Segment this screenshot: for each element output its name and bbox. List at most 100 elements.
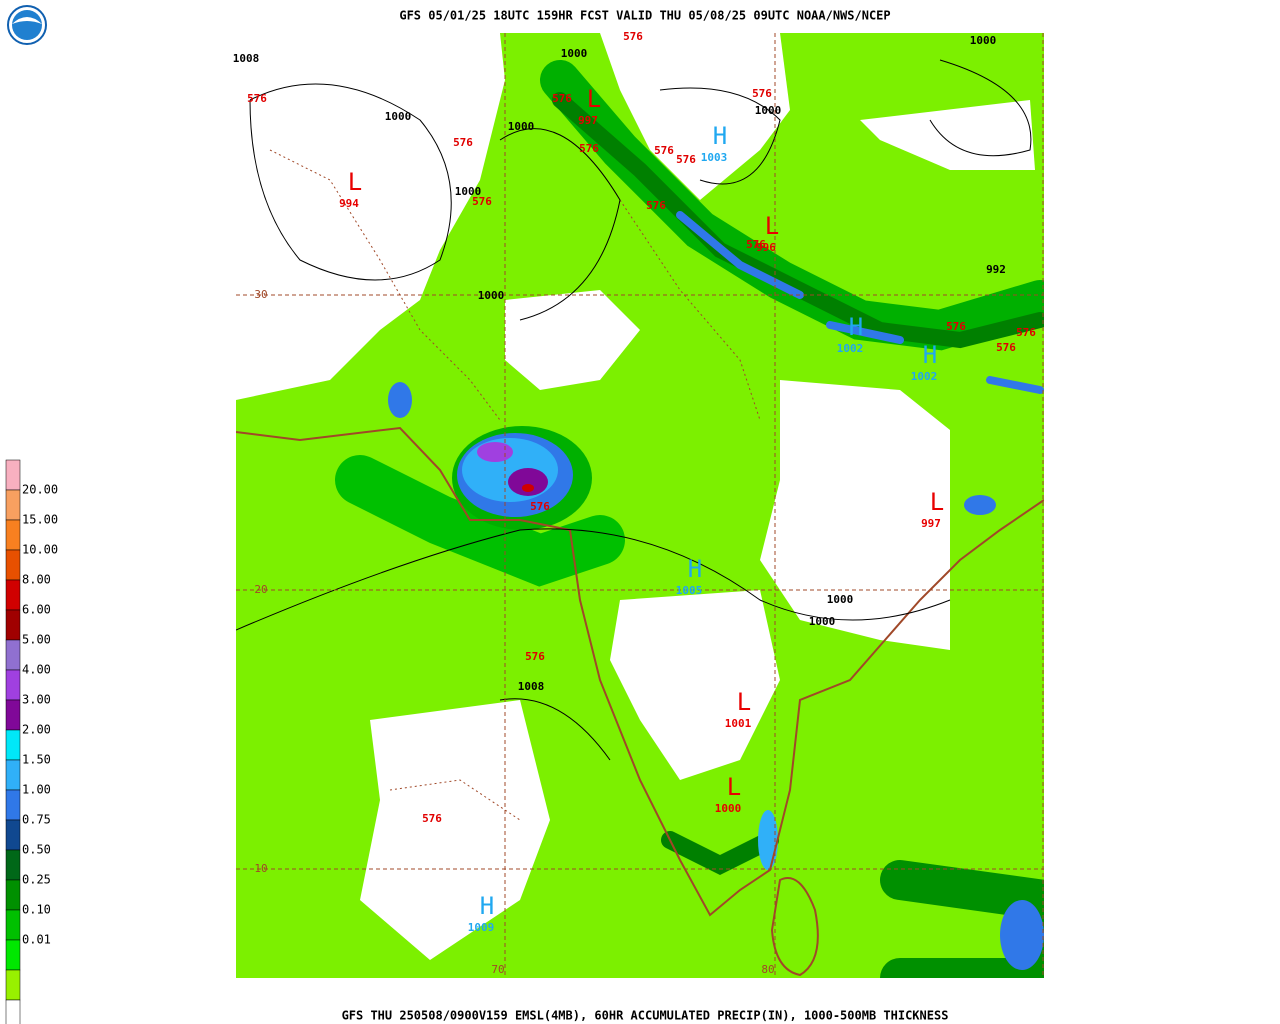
thickness-label: 576 [1016,326,1036,339]
thickness-label: 576 [646,199,666,212]
pressure-symbol: H [849,313,863,341]
colorbar-label: 2.00 [22,723,51,737]
colorbar-label: 1.50 [22,753,51,767]
colorbar-label: 0.01 [22,933,51,947]
graticule-label: 70 [491,963,504,976]
pressure-value: 1001 [725,717,752,730]
pressure-value: 1000 [715,802,742,815]
pressure-symbol: L [930,488,944,516]
colorbar-label: 5.00 [22,633,51,647]
pressure-value: 1002 [837,342,864,355]
pressure-value: 997 [578,114,598,127]
colorbar-swatch [5,789,21,821]
isobar-label: 1000 [478,289,505,302]
colorbar-swatch [5,879,21,911]
map [236,33,1044,978]
pressure-value: 996 [756,241,776,254]
dry-areas [236,33,1035,960]
colorbar-label: 1.00 [22,783,51,797]
thickness-label: 576 [654,144,674,157]
colorbar-swatch [5,759,21,791]
thickness-label: 576 [525,650,545,663]
colorbar-swatch [5,819,21,851]
thickness-label: 576 [530,500,550,513]
colorbar-swatch [5,579,21,611]
thickness-label: 576 [746,238,766,251]
pressure-symbol: H [480,892,494,920]
pressure-symbol: L [587,85,601,113]
colorbar-label: 0.75 [22,813,51,827]
colorbar-swatch [5,549,21,581]
isobar-label: 1000 [970,34,997,47]
thickness-label: 576 [676,153,696,166]
colorbar-label: 8.00 [22,573,51,587]
isobar-label: 1000 [455,185,482,198]
colorbar-label: 0.10 [22,903,51,917]
thickness-label: 576 [623,30,643,43]
pressure-symbol: H [713,122,727,150]
rain-bands [335,60,1044,978]
colorbar-swatch [5,519,21,551]
pressure-symbol: L [765,212,779,240]
pressure-symbol: H [688,555,702,583]
colorbar-swatch [5,939,21,971]
coastline [236,426,1044,977]
isobar-label: 1008 [233,52,260,65]
graticule-label: 10 [254,862,267,875]
colorbar-swatch [5,639,21,671]
isobar-label: 992 [986,263,1006,276]
isobar-label: 1000 [809,615,836,628]
colorbar-label: 15.00 [22,513,58,527]
thickness-label: 576 [247,92,267,105]
colorbar-swatch [5,969,21,1001]
isobars [236,59,1032,761]
graticule [236,33,1044,978]
graticule-label: 30 [254,288,267,301]
thickness-label: 576 [752,87,772,100]
thickness-label: 576 [422,812,442,825]
colorbar-swatch [5,909,21,941]
heavy-precip [388,382,1044,970]
colorbar-swatch [5,489,21,521]
footer-caption: GFS THU 250508/0900V159 EMSL(4MB), 60HR … [342,1009,949,1023]
colorbar-swatch [5,999,21,1024]
header-title: GFS 05/01/25 18UTC 159HR FCST VALID THU … [399,9,890,23]
pressure-value: 994 [339,197,359,210]
isobar-label: 1008 [518,680,545,693]
pressure-symbol: H [923,341,937,369]
pressure-symbol: L [727,773,741,801]
isobar-label: 1000 [755,104,782,117]
pressure-value: 1002 [911,370,938,383]
colorbar-swatch [5,459,21,491]
thickness-label: 576 [579,142,599,155]
pressure-value: 997 [921,517,941,530]
colorbar-swatch [5,729,21,761]
colorbar-swatch [5,669,21,701]
colorbar-label: 20.00 [22,483,58,497]
thickness-label: 576 [946,320,966,333]
colorbar-label: 10.00 [22,543,58,557]
thickness-label: 576 [552,92,572,105]
pressure-value: 1005 [676,584,703,597]
pressure-value: 1009 [468,921,495,934]
pressure-symbol: L [348,168,362,196]
isobar-label: 1000 [561,47,588,60]
thickness-label: 576 [996,341,1016,354]
noaa-logo [7,5,47,45]
colorbar-swatch [5,609,21,641]
colorbar-label: 3.00 [22,693,51,707]
graticule-label: 80 [761,963,774,976]
colorbar-label: 0.50 [22,843,51,857]
colorbar: 20.00 15.00 10.00 8.00 6.00 5.00 4.00 3.00 2.00 1… [5,459,58,1024]
thickness-label: 576 [472,195,492,208]
isobar-label: 1000 [508,120,535,133]
pressure-value: 1003 [701,151,728,164]
thickness-label: 576 [453,136,473,149]
graticule-label: 20 [254,583,267,596]
isobar-label: 1000 [385,110,412,123]
colorbar-swatch [5,849,21,881]
pressure-symbol: L [737,688,751,716]
colorbar-label: 6.00 [22,603,51,617]
